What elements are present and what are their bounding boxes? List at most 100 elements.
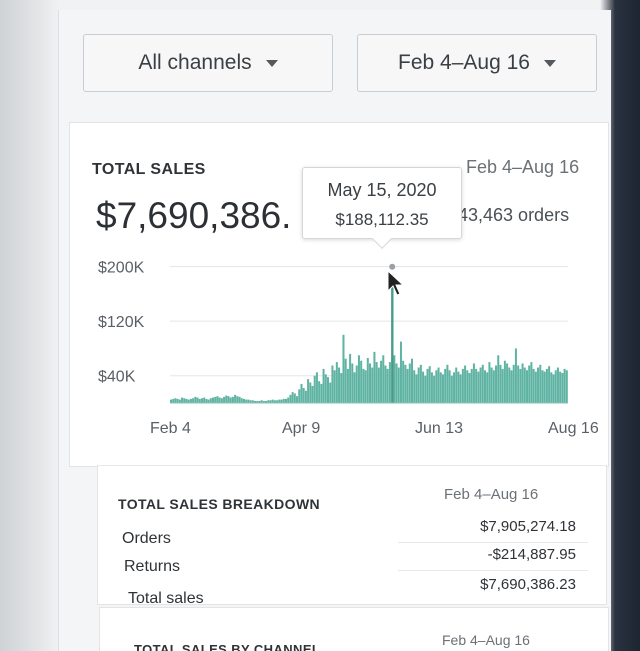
chart-bar bbox=[563, 368, 566, 403]
total-sales-card: $200K $120K $40K Feb 4 Apr 9 Jun 13 Aug 16 TOT… bbox=[69, 122, 609, 467]
chart-bar bbox=[388, 362, 391, 403]
chart-bar bbox=[322, 368, 325, 403]
breakdown-title: TOTAL SALES BREAKDOWN bbox=[118, 496, 321, 512]
chart-bar bbox=[291, 392, 294, 403]
chart-bar bbox=[231, 396, 234, 403]
chart-bar bbox=[364, 370, 367, 403]
chart-bar bbox=[497, 355, 500, 403]
chart-bar bbox=[393, 355, 396, 403]
chart-bar bbox=[351, 363, 354, 403]
chart-bar bbox=[382, 355, 385, 403]
chart-bar bbox=[300, 383, 303, 403]
chart-bar bbox=[495, 365, 498, 403]
x-tick-label: Feb 4 bbox=[150, 420, 191, 437]
chart-bar bbox=[512, 364, 515, 403]
chart-bar bbox=[282, 398, 285, 403]
breakdown-date-range: Feb 4–Aug 16 bbox=[444, 486, 539, 503]
chart-bar bbox=[508, 367, 511, 403]
chart-bar bbox=[296, 396, 299, 403]
chart-bar bbox=[539, 364, 542, 403]
row-divider bbox=[398, 542, 588, 543]
chart-bar bbox=[406, 368, 409, 403]
breakdown-row-total-label: Total sales bbox=[128, 590, 204, 607]
chart-bar bbox=[384, 365, 387, 403]
chart-bar bbox=[194, 396, 197, 403]
chart-bar bbox=[256, 400, 259, 403]
chart-bar bbox=[439, 372, 442, 403]
chart-bar bbox=[225, 395, 228, 403]
chart-bar bbox=[461, 368, 464, 403]
chart-bar bbox=[448, 370, 451, 403]
chart-bar bbox=[315, 372, 318, 403]
y-tick-label: $200K bbox=[98, 260, 145, 277]
chart-bar bbox=[464, 365, 467, 403]
chart-bar bbox=[413, 370, 416, 403]
chart-bar bbox=[534, 371, 537, 403]
y-tick-label: $40K bbox=[98, 369, 136, 386]
chart-bar bbox=[276, 400, 279, 403]
chart-bar bbox=[446, 364, 449, 403]
chart-bar bbox=[258, 400, 261, 403]
chart-bar bbox=[550, 372, 553, 403]
chart-bar bbox=[444, 368, 447, 403]
chart-bar bbox=[265, 400, 268, 403]
chart-bar bbox=[342, 334, 345, 403]
chart-bar bbox=[247, 399, 250, 403]
chart-bar bbox=[205, 398, 208, 403]
chart-bar bbox=[271, 399, 274, 403]
chart-bar bbox=[284, 398, 287, 403]
chart-bar bbox=[559, 371, 562, 403]
chart-bar bbox=[517, 365, 520, 403]
x-tick-label: Aug 16 bbox=[548, 420, 599, 437]
chart-bar bbox=[198, 398, 201, 403]
chart-bar bbox=[490, 367, 493, 403]
channel-filter-dropdown[interactable]: All channels bbox=[83, 34, 333, 92]
chart-bar bbox=[506, 363, 509, 403]
chart-bar bbox=[251, 400, 254, 403]
chart-bar bbox=[430, 372, 433, 403]
y-tick-label: $120K bbox=[98, 314, 145, 331]
sales-chart[interactable]: $200K $120K $40K Feb 4 Apr 9 Jun 13 Aug 16 bbox=[70, 123, 610, 468]
chart-bar bbox=[481, 364, 484, 403]
sales-breakdown-card: TOTAL SALES BREAKDOWN Feb 4–Aug 16 Order… bbox=[97, 465, 607, 607]
chart-bar bbox=[366, 358, 369, 403]
chart-hover-point bbox=[389, 263, 396, 270]
chart-bar bbox=[245, 399, 248, 403]
analytics-panel: All channels Feb 4–Aug 16 $200K $120K $40K… bbox=[58, 10, 611, 651]
chart-bar bbox=[556, 367, 559, 403]
channel-filter-label: All channels bbox=[138, 51, 252, 74]
chart-bar bbox=[185, 398, 188, 403]
chart-bar bbox=[187, 399, 190, 403]
chart-bar bbox=[234, 394, 237, 403]
chart-bar bbox=[304, 390, 307, 403]
chart-bar bbox=[242, 398, 245, 403]
chart-bar bbox=[492, 370, 495, 403]
chart-bar bbox=[437, 367, 440, 403]
chart-bar bbox=[326, 377, 329, 403]
x-tick-label: Jun 13 bbox=[415, 420, 463, 437]
chart-bar bbox=[333, 370, 336, 403]
chart-bar bbox=[472, 363, 475, 403]
chart-bar bbox=[411, 358, 414, 403]
chart-tooltip: May 15, 2020 $188,112.35 bbox=[302, 167, 462, 249]
chart-bar bbox=[424, 375, 427, 403]
chart-bar bbox=[397, 367, 400, 403]
chart-bar bbox=[278, 399, 281, 403]
chart-bar bbox=[514, 348, 517, 403]
orders-count: 43,463 orders bbox=[458, 205, 570, 225]
chart-bar bbox=[501, 368, 504, 403]
chart-bar bbox=[203, 397, 206, 403]
chart-bar bbox=[428, 366, 431, 403]
chart-bar bbox=[289, 394, 292, 403]
chart-bar bbox=[532, 368, 535, 403]
chart-bar bbox=[267, 400, 270, 403]
date-range-label: Feb 4–Aug 16 bbox=[398, 51, 530, 74]
chart-bar bbox=[457, 371, 460, 403]
chart-bar bbox=[477, 371, 480, 403]
date-range-dropdown[interactable]: Feb 4–Aug 16 bbox=[357, 34, 597, 92]
chart-bar bbox=[238, 396, 241, 403]
chart-bar bbox=[209, 398, 212, 403]
chart-bar bbox=[483, 370, 486, 403]
chart-bar bbox=[537, 367, 540, 403]
chart-bar bbox=[249, 400, 252, 403]
